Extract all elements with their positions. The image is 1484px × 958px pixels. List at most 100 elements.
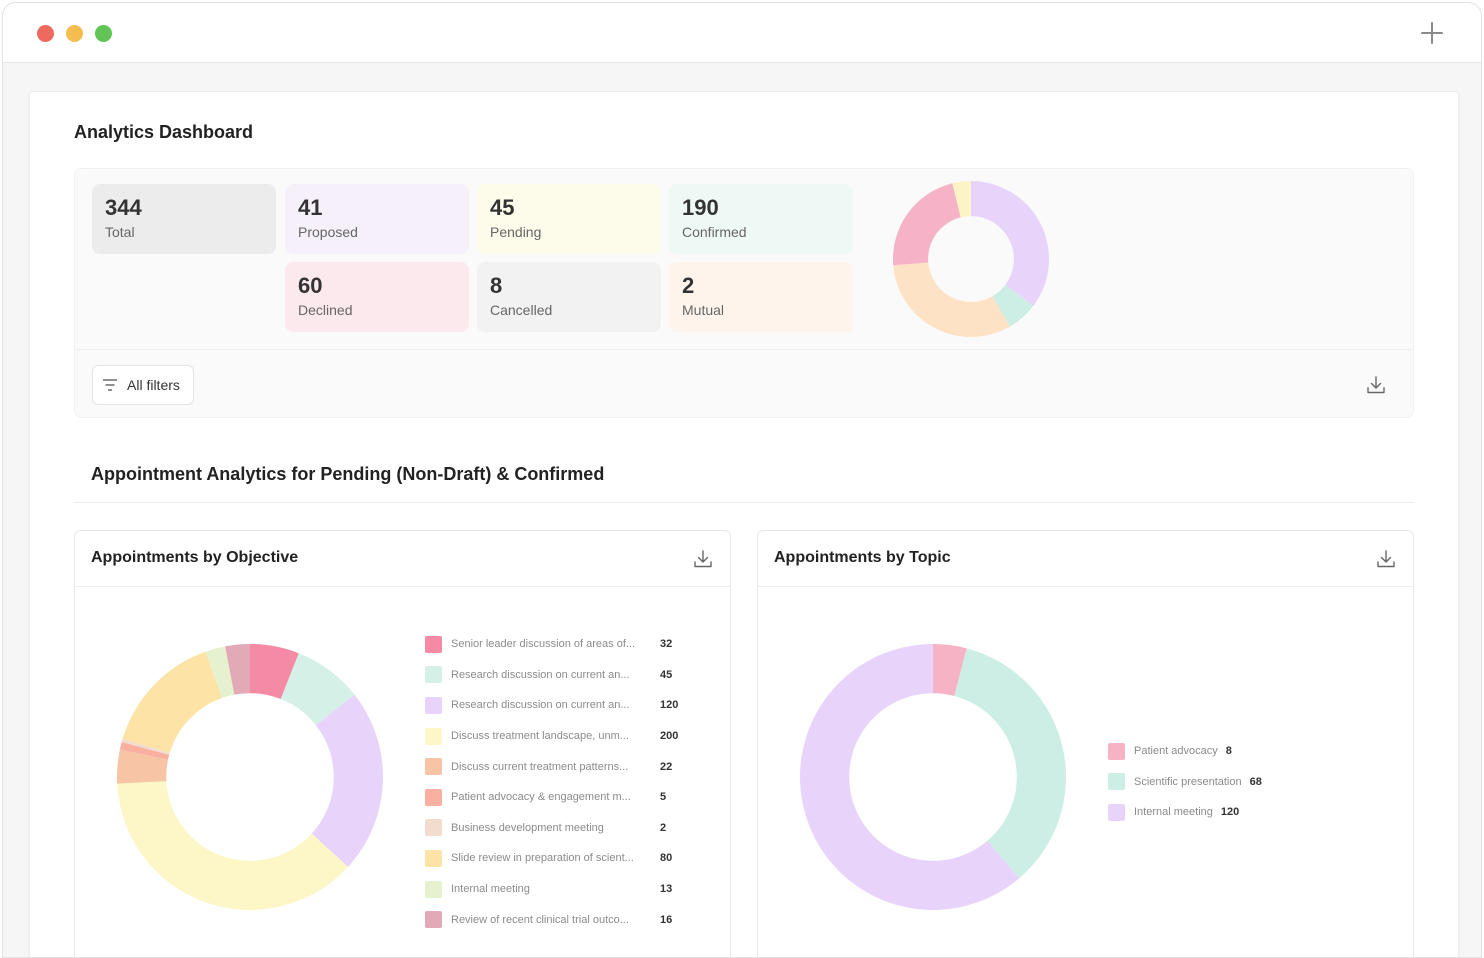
legend-swatch xyxy=(1108,803,1125,821)
stat-proposed[interactable]: 41 Proposed xyxy=(285,184,469,254)
topic-donut-chart xyxy=(800,644,1066,910)
legend-item[interactable]: Senior leader discussion of areas of... 3… xyxy=(425,629,678,660)
legend-item[interactable]: Internal meeting 13 xyxy=(425,874,678,905)
page-title: Analytics Dashboard xyxy=(74,122,254,142)
legend-value: 45 xyxy=(660,668,673,681)
stat-confirmed[interactable]: 190 Confirmed xyxy=(669,184,853,254)
donut-slice-senior-leader-discussion-of-areas-of[interactable] xyxy=(250,644,299,700)
donut-slice-patient-advocacy-engagement-m[interactable] xyxy=(119,741,170,760)
legend-value: 200 xyxy=(660,730,679,743)
stat-proposed-label: Proposed xyxy=(298,224,358,240)
donut-slice-scientific-presentation[interactable] xyxy=(954,648,1066,879)
legend-swatch xyxy=(425,880,442,898)
donut-slice-mutual[interactable] xyxy=(952,181,971,218)
stat-mutual[interactable]: 2 Mutual xyxy=(669,262,853,332)
legend-item[interactable]: Internal meeting 120 xyxy=(1108,797,1262,828)
donut-slice-business-development-meeting[interactable] xyxy=(121,738,170,755)
legend-label: Discuss treatment landscape, unm... xyxy=(451,730,629,743)
objective-donut-chart xyxy=(117,644,383,910)
stat-proposed-value: 41 xyxy=(298,195,323,220)
stat-mutual-value: 2 xyxy=(682,273,695,298)
section-title: Appointment Analytics for Pending (Non-D… xyxy=(91,464,605,484)
legend-value: 13 xyxy=(660,883,673,896)
section-divider xyxy=(74,502,1414,503)
legend-item[interactable]: Scientific presentation 68 xyxy=(1108,767,1262,798)
donut-slice-pending[interactable] xyxy=(992,284,1034,327)
legend-swatch xyxy=(425,666,442,684)
legend-value: 8 xyxy=(1225,745,1232,758)
topic-card-title: Appointments by Topic xyxy=(774,549,951,566)
plus-icon[interactable] xyxy=(1419,20,1445,46)
maximize-window-button[interactable] xyxy=(95,25,112,42)
stat-total-label: Total xyxy=(105,224,135,240)
legend-value: 68 xyxy=(1249,775,1262,788)
legend-value: 5 xyxy=(660,791,667,804)
legend-label: Slide review in preparation of scient... xyxy=(451,852,634,865)
legend-swatch xyxy=(425,696,442,714)
legend-item[interactable]: Research discussion on current an... 45 xyxy=(425,660,678,691)
legend-item[interactable]: Research discussion on current an... 120 xyxy=(425,690,678,721)
legend-swatch xyxy=(425,849,442,867)
stat-declined[interactable]: 60 Declined xyxy=(285,262,469,332)
legend-label: Discuss current treatment patterns... xyxy=(451,760,629,773)
legend-swatch xyxy=(425,788,442,806)
stat-pending[interactable]: 45 Pending xyxy=(477,184,661,254)
legend-value: 32 xyxy=(660,638,673,651)
stat-declined-label: Declined xyxy=(298,302,353,318)
legend-label: Research discussion on current an... xyxy=(451,699,630,712)
stat-confirmed-label: Confirmed xyxy=(682,224,747,240)
all-filters-button[interactable]: All filters xyxy=(92,365,194,405)
legend-value: 16 xyxy=(660,913,673,926)
donut-slice-slide-review-in-preparation-of-scient[interactable] xyxy=(122,651,223,753)
legend-item[interactable]: Discuss treatment landscape, unm... 200 xyxy=(425,721,678,752)
legend-swatch xyxy=(1108,773,1125,791)
close-window-button[interactable] xyxy=(37,25,54,42)
legend-swatch xyxy=(425,727,442,745)
donut-slice-research-discussion-on-current-an[interactable] xyxy=(280,653,355,726)
legend-value: 80 xyxy=(660,852,673,865)
donut-slice-internal-meeting[interactable] xyxy=(800,644,1020,910)
legend-swatch xyxy=(425,911,442,929)
objective-legend: Senior leader discussion of areas of... 3… xyxy=(425,629,678,935)
donut-slice-declined[interactable] xyxy=(893,183,961,266)
donut-slice-confirmed[interactable] xyxy=(971,181,1049,306)
donut-slice-discuss-current-treatment-patterns[interactable] xyxy=(117,749,169,784)
donut-slice-review-of-recent-clinical-trial-outco[interactable] xyxy=(225,644,250,695)
donut-slice-research-discussion-on-current-an[interactable] xyxy=(311,694,383,867)
legend-label: Internal meeting xyxy=(451,883,530,896)
download-icon[interactable] xyxy=(1365,374,1387,396)
stat-total[interactable]: 344 Total xyxy=(92,184,276,254)
legend-value: 120 xyxy=(660,699,679,712)
window-titlebar xyxy=(3,3,1481,63)
stat-mutual-label: Mutual xyxy=(682,302,725,318)
stats-divider xyxy=(75,349,1413,350)
legend-swatch xyxy=(425,758,442,776)
donut-slice-patient-advocacy[interactable] xyxy=(933,644,967,696)
legend-item[interactable]: Patient advocacy & engagement m... 5 xyxy=(425,782,678,813)
minimize-window-button[interactable] xyxy=(66,25,83,42)
objective-card-title: Appointments by Objective xyxy=(91,549,299,566)
stats-panel: 344 Total 41 Proposed 45 Pending 190 Con… xyxy=(74,168,1414,418)
legend-item[interactable]: Review of recent clinical trial outco...… xyxy=(425,904,678,935)
download-icon[interactable] xyxy=(1375,548,1397,570)
stat-pending-label: Pending xyxy=(490,224,542,240)
legend-item[interactable]: Discuss current treatment patterns... 22 xyxy=(425,751,678,782)
legend-label: Business development meeting xyxy=(451,821,604,834)
donut-slice-discuss-treatment-landscape-unm[interactable] xyxy=(117,781,348,910)
stat-pending-value: 45 xyxy=(490,195,515,220)
legend-swatch xyxy=(425,819,442,837)
topic-card-header: Appointments by Topic xyxy=(758,531,1413,587)
legend-item[interactable]: Business development meeting 2 xyxy=(425,813,678,844)
legend-item[interactable]: Patient advocacy 8 xyxy=(1108,736,1262,767)
donut-slice-proposed[interactable] xyxy=(893,262,1010,337)
download-icon[interactable] xyxy=(692,548,714,570)
legend-label: Research discussion on current an... xyxy=(451,668,630,681)
stat-cancelled-value: 8 xyxy=(490,273,503,298)
legend-label: Review of recent clinical trial outco... xyxy=(451,913,629,926)
legend-label: Senior leader discussion of areas of... xyxy=(451,638,636,651)
donut-slice-internal-meeting[interactable] xyxy=(205,646,235,699)
objective-card-header: Appointments by Objective xyxy=(75,531,730,587)
legend-item[interactable]: Slide review in preparation of scient...… xyxy=(425,843,678,874)
all-filters-label: All filters xyxy=(127,377,180,393)
stat-cancelled[interactable]: 8 Cancelled xyxy=(477,262,661,332)
